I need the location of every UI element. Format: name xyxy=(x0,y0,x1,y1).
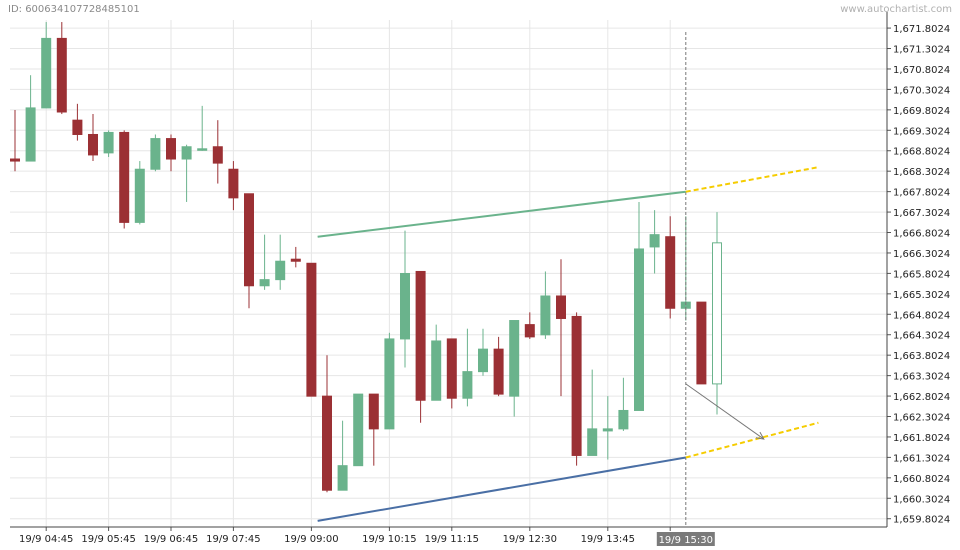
x-tick-label: 19/9 09:00 xyxy=(284,534,338,545)
y-tick-label: 1,665.8024 xyxy=(893,269,950,280)
forecast-arrow-head xyxy=(755,431,765,440)
y-tick-label: 1,664.8024 xyxy=(893,310,950,321)
candle-bear xyxy=(556,295,566,319)
y-tick-label: 1,663.8024 xyxy=(893,351,950,362)
y-tick-label: 1,669.8024 xyxy=(893,106,950,117)
x-tick-label: 19/9 10:15 xyxy=(362,534,416,545)
y-tick-label: 1,668.3024 xyxy=(893,167,950,178)
candle-bear xyxy=(244,193,254,287)
candle-bull xyxy=(337,465,348,491)
y-tick-label: 1,664.3024 xyxy=(893,331,950,342)
candle-bull xyxy=(509,320,520,397)
x-tick-label: 19/9 04:45 xyxy=(19,534,73,545)
y-tick-label: 1,662.8024 xyxy=(893,392,950,403)
y-tick-label: 1,665.3024 xyxy=(893,290,950,301)
candle-bull xyxy=(431,340,442,401)
candle-bear xyxy=(493,348,504,395)
candle-bull xyxy=(41,37,52,109)
candle-bear xyxy=(166,138,176,160)
candle-bear xyxy=(665,236,676,309)
candle-bear xyxy=(10,158,20,162)
upper-forecast-line xyxy=(685,166,819,193)
chart-id-label: ID: 600634107728485101 xyxy=(8,4,140,15)
candle-bear xyxy=(212,146,223,164)
upper-trend-line xyxy=(317,190,686,238)
candle-bear xyxy=(696,301,707,385)
candles xyxy=(10,22,722,493)
candle-bull xyxy=(540,295,551,336)
y-tick-label: 1,659.8024 xyxy=(893,515,950,526)
candle-bull xyxy=(478,348,488,373)
y-tick-label: 1,660.3024 xyxy=(893,494,950,505)
candle-bear xyxy=(322,395,332,491)
y-tick-label: 1,661.3024 xyxy=(893,453,950,464)
candle-bear xyxy=(88,133,98,156)
candle-bull xyxy=(634,248,644,411)
candle-bear xyxy=(415,270,426,401)
candle-bear xyxy=(524,324,535,338)
candle-bull xyxy=(25,107,36,162)
current-time-label: 19/9 15:30 xyxy=(659,535,713,546)
axes: 1,659.8024 1,660.3024 1,660.8024 1,661.3024… xyxy=(10,12,950,546)
y-tick-label: 1,668.8024 xyxy=(893,147,950,158)
candle-bull xyxy=(384,338,395,430)
x-tick-label: 19/9 11:15 xyxy=(425,534,479,545)
x-tick-label: 19/9 06:45 xyxy=(144,534,198,545)
candle-bear xyxy=(368,393,379,430)
candle-bear xyxy=(571,315,582,456)
candle-bull xyxy=(103,131,114,154)
lower-trend-line xyxy=(317,456,686,522)
candle-bull xyxy=(649,234,660,248)
y-tick-label: 1,669.3024 xyxy=(893,126,950,137)
y-tick-label: 1,667.3024 xyxy=(893,208,950,219)
candle-bull xyxy=(134,168,145,223)
y-tick-label: 1,660.8024 xyxy=(893,474,950,485)
y-tick-label: 1,670.3024 xyxy=(893,85,950,96)
y-tick-label: 1,666.8024 xyxy=(893,229,950,240)
candle-bull xyxy=(353,393,364,467)
candle-bear xyxy=(72,119,83,135)
watermark: www.autochartist.com xyxy=(840,4,952,15)
y-tick-label: 1,671.3024 xyxy=(893,45,950,56)
candle-bull xyxy=(462,371,473,399)
candle-bear xyxy=(306,262,317,397)
y-tick-label: 1,670.8024 xyxy=(893,65,950,76)
current-time-label-box xyxy=(656,532,715,546)
y-tick-label: 1,661.8024 xyxy=(893,433,950,444)
x-tick-label: 19/9 13:45 xyxy=(581,534,635,545)
candle-bear xyxy=(56,37,67,113)
candle-bull xyxy=(602,428,613,432)
candle-bear xyxy=(119,131,130,223)
candle-bull xyxy=(275,260,286,281)
candle-bull xyxy=(197,148,208,151)
candle-bull xyxy=(587,428,598,456)
x-tick-label: 19/9 07:45 xyxy=(206,534,260,545)
y-tick-label: 1,663.3024 xyxy=(893,372,950,383)
x-tick-label: 19/9 12:30 xyxy=(503,534,557,545)
y-tick-label: 1,666.3024 xyxy=(893,249,950,260)
pattern-lines xyxy=(317,32,819,527)
candle-bull xyxy=(259,279,270,287)
candle-bull xyxy=(400,273,410,340)
grid xyxy=(10,20,887,527)
y-tick-label: 1,671.8024 xyxy=(893,24,950,35)
candle-bull xyxy=(181,146,192,160)
candle-current xyxy=(712,242,722,385)
candle-bear xyxy=(228,168,239,199)
lower-forecast-line xyxy=(685,421,819,459)
candle-bull xyxy=(618,409,629,430)
y-tick-label: 1,662.3024 xyxy=(893,413,950,424)
candle-bear xyxy=(290,258,301,262)
candle-bull xyxy=(150,138,161,170)
x-tick-label: 19/9 05:45 xyxy=(81,534,135,545)
y-tick-label: 1,667.8024 xyxy=(893,188,950,199)
candle-bear xyxy=(446,338,457,399)
forecast-arrow xyxy=(685,383,765,440)
